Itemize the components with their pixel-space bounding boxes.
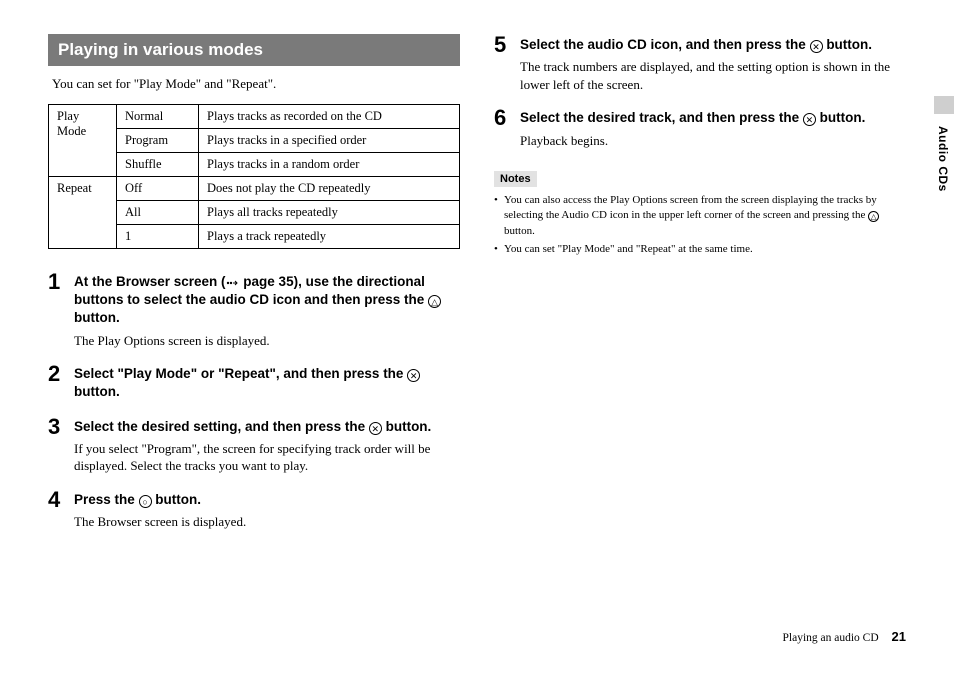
step: 6 Select the desired track, and then pres… <box>494 107 906 149</box>
note-item: You can also access the Play Options scr… <box>494 193 906 239</box>
table-cell: Plays tracks in a random order <box>199 153 460 177</box>
table-cell: Off <box>117 177 199 201</box>
table-cell: Shuffle <box>117 153 199 177</box>
intro-text: You can set for "Play Mode" and "Repeat"… <box>52 76 460 92</box>
footer-text: Playing an audio CD <box>783 632 879 644</box>
step-number: 3 <box>48 416 64 475</box>
step-number: 5 <box>494 34 510 93</box>
triangle-button-icon: △ <box>868 211 879 222</box>
table-cell: 1 <box>117 225 199 249</box>
side-tab <box>934 96 954 114</box>
table-cell: Plays a track repeatedly <box>199 225 460 249</box>
right-column: 5 Select the audio CD icon, and then pres… <box>494 34 906 545</box>
section-heading: Playing in various modes <box>48 34 460 66</box>
step-description: The Play Options screen is displayed. <box>74 332 460 350</box>
step-description: If you select "Program", the screen for … <box>74 440 460 475</box>
cross-button-icon: ✕ <box>810 40 823 53</box>
page-number: 21 <box>892 629 906 644</box>
step-body: At the Browser screen ( page 35), use th… <box>74 271 460 349</box>
table-cell: Program <box>117 129 199 153</box>
notes-list: You can also access the Play Options scr… <box>494 193 906 258</box>
step-number: 1 <box>48 271 64 349</box>
step-heading: Select the desired track, and then press… <box>520 109 906 127</box>
mode-table: Play ModeNormalPlays tracks as recorded … <box>48 104 460 249</box>
left-column: Playing in various modes You can set for… <box>48 34 460 545</box>
step-body: Select "Play Mode" or "Repeat", and then… <box>74 363 460 401</box>
table-cell: Repeat <box>49 177 117 249</box>
step-body: Select the desired track, and then press… <box>520 107 906 149</box>
step-number: 2 <box>48 363 64 401</box>
step-heading: Select "Play Mode" or "Repeat", and then… <box>74 365 460 401</box>
cross-button-icon: ✕ <box>407 369 420 382</box>
cross-button-icon: ✕ <box>803 113 816 126</box>
footer: Playing an audio CD 21 <box>783 629 907 644</box>
step-heading: At the Browser screen ( page 35), use th… <box>74 273 460 328</box>
step-body: Select the audio CD icon, and then press… <box>520 34 906 93</box>
circle-button-icon: ○ <box>139 495 152 508</box>
step-number: 6 <box>494 107 510 149</box>
triangle-button-icon: △ <box>428 295 441 308</box>
step-heading: Select the audio CD icon, and then press… <box>520 36 906 54</box>
step-description: Playback begins. <box>520 132 906 150</box>
step-heading: Press the ○ button. <box>74 491 460 509</box>
table-cell: All <box>117 201 199 225</box>
step-heading: Select the desired setting, and then pre… <box>74 418 460 436</box>
table-cell: Plays tracks as recorded on the CD <box>199 105 460 129</box>
table-cell: Does not play the CD repeatedly <box>199 177 460 201</box>
step-description: The track numbers are displayed, and the… <box>520 58 906 93</box>
step: 2 Select "Play Mode" or "Repeat", and the… <box>48 363 460 401</box>
step: 5 Select the audio CD icon, and then pres… <box>494 34 906 93</box>
step-body: Press the ○ button. The Browser screen is… <box>74 489 460 531</box>
table-cell: Play Mode <box>49 105 117 177</box>
cross-button-icon: ✕ <box>369 422 382 435</box>
side-section-label: Audio CDs <box>936 126 950 192</box>
table-cell: Plays all tracks repeatedly <box>199 201 460 225</box>
table-cell: Plays tracks in a specified order <box>199 129 460 153</box>
step-description: The Browser screen is displayed. <box>74 513 460 531</box>
note-item: You can set "Play Mode" and "Repeat" at … <box>494 242 906 257</box>
table-cell: Normal <box>117 105 199 129</box>
step-number: 4 <box>48 489 64 531</box>
step: 1At the Browser screen ( page 35), use t… <box>48 271 460 349</box>
step: 3 Select the desired setting, and then pr… <box>48 416 460 475</box>
table-row: Play ModeNormalPlays tracks as recorded … <box>49 105 460 129</box>
notes-label: Notes <box>494 171 537 187</box>
table-row: RepeatOffDoes not play the CD repeatedly <box>49 177 460 201</box>
step-body: Select the desired setting, and then pre… <box>74 416 460 475</box>
step: 4 Press the ○ button. The Browser screen i… <box>48 489 460 531</box>
